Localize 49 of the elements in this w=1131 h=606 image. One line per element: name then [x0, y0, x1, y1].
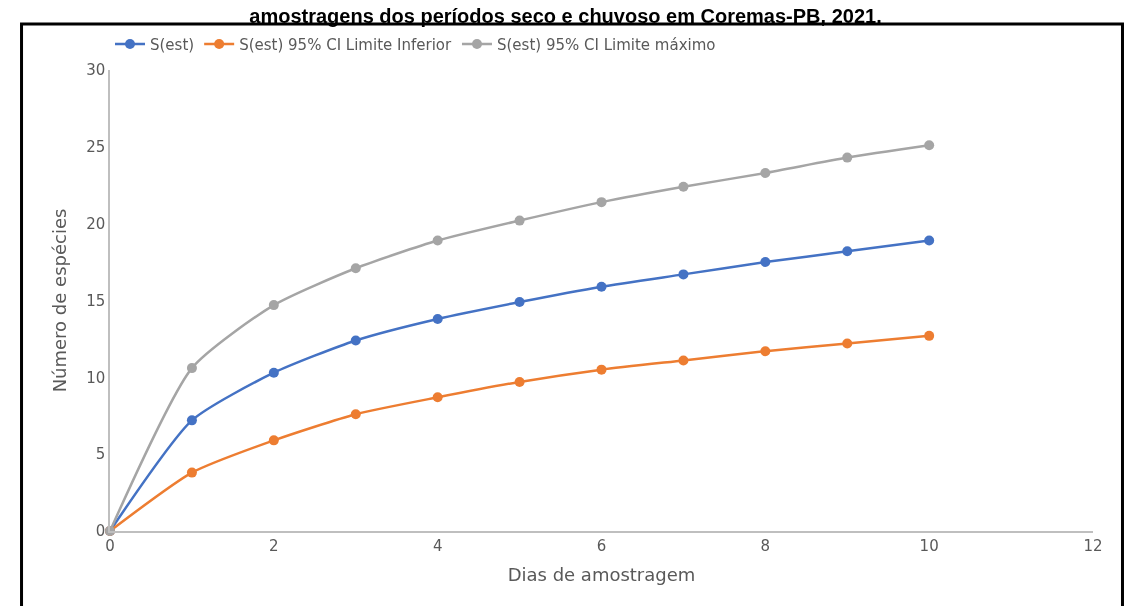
point	[186, 467, 197, 478]
point	[842, 152, 853, 163]
point	[514, 376, 525, 387]
point	[350, 263, 361, 274]
legend-label: S(est)	[150, 35, 195, 54]
point	[186, 415, 197, 426]
point	[678, 355, 689, 366]
point	[350, 409, 361, 420]
point	[596, 364, 607, 375]
x-tick-label: 6	[596, 536, 607, 555]
y-tick-label: 25	[86, 138, 106, 157]
point	[924, 330, 935, 341]
x-axis-title: Dias de amostragem	[507, 564, 696, 586]
point	[760, 257, 771, 268]
y-tick-label: 10	[86, 368, 106, 387]
legend-label: S(est) 95% CI Limite Inferior	[239, 35, 452, 54]
point	[432, 235, 443, 246]
x-tick-label: 10	[919, 536, 939, 555]
x-tick-label: 12	[1083, 536, 1103, 555]
x-tick-label: 2	[269, 536, 279, 555]
y-tick-label: 30	[86, 61, 106, 80]
y-tick-label: 15	[86, 291, 106, 310]
y-tick-label: 0	[95, 522, 106, 541]
point	[268, 435, 279, 446]
y-tick-label: 5	[95, 445, 106, 464]
point	[760, 167, 771, 178]
point	[186, 363, 197, 374]
point	[350, 335, 361, 346]
point	[924, 140, 935, 151]
point	[678, 181, 689, 192]
point	[596, 281, 607, 292]
point	[432, 392, 443, 403]
point	[432, 313, 443, 324]
x-tick-label: 4	[432, 536, 443, 555]
point	[924, 235, 935, 246]
chart-title: amostragens dos períodos seco e chuvoso em Coremas-PB, 2021.	[249, 5, 882, 28]
point	[596, 197, 607, 208]
point	[514, 215, 525, 226]
point	[760, 346, 771, 357]
point	[678, 269, 689, 280]
x-tick-label: 8	[760, 536, 771, 555]
legend-label: S(est) 95% CI Limite máximo	[496, 35, 716, 54]
point	[268, 300, 279, 311]
y-tick-label: 20	[86, 214, 106, 233]
point	[842, 246, 853, 257]
y-axis-title: Número de espécies	[48, 208, 70, 393]
point	[842, 338, 853, 349]
point	[514, 297, 525, 308]
point	[268, 367, 279, 378]
